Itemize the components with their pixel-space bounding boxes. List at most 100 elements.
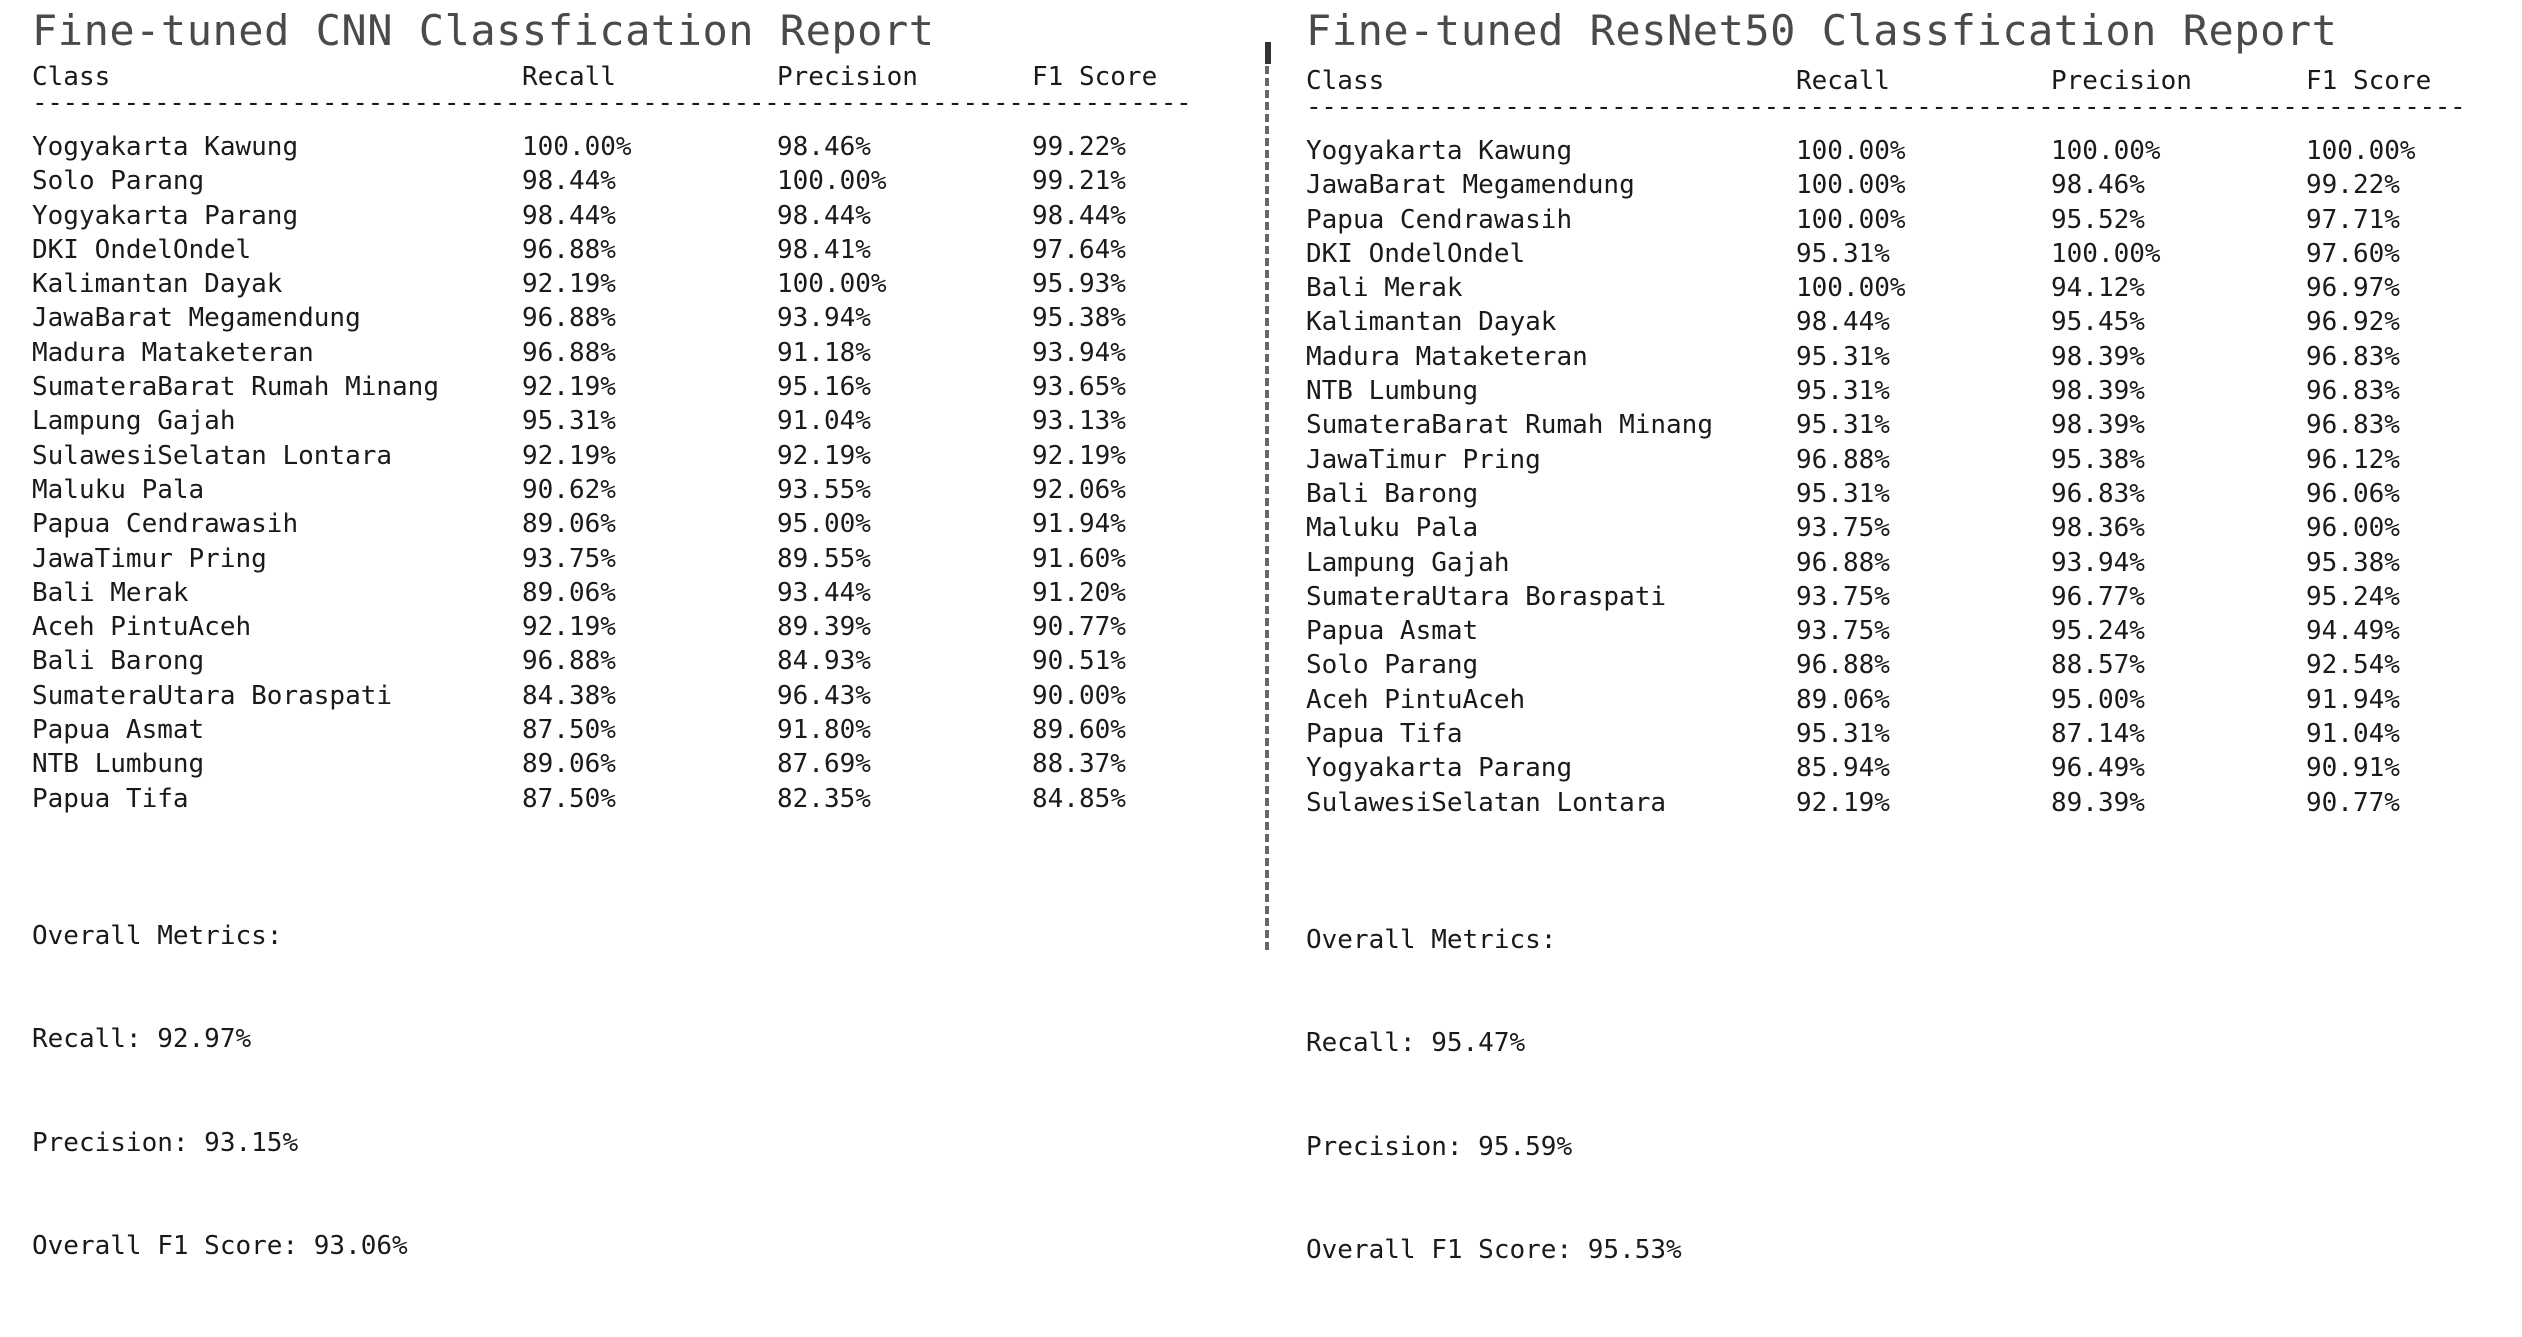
cell-precision: 91.04% (777, 406, 871, 437)
cell-recall: 95.31% (522, 406, 616, 437)
overall-f1: Overall F1 Score: 93.06% (32, 1231, 408, 1262)
table-row: Papua Asmat 87.50% 91.80% 89.60% (32, 713, 1272, 747)
cell-class: SulawesiSelatan Lontara (32, 440, 393, 471)
cell-recall: 95.31% (1796, 376, 1890, 407)
cell-precision: 98.41% (777, 234, 871, 265)
cell-recall: 90.62% (522, 474, 616, 505)
table-row: Papua Cendrawasih 100.00% 95.52% 97.71% (1306, 203, 2522, 237)
cell-class: Lampung Gajah (1306, 547, 1510, 578)
cell-precision: 82.35% (777, 783, 871, 814)
cell-class: Yogyakarta Parang (32, 200, 299, 231)
cell-recall: 85.94% (1796, 753, 1890, 784)
table-row: SumateraBarat Rumah Minang 92.19% 95.16% 93… (32, 370, 1272, 404)
cell-precision: 100.00% (777, 166, 887, 197)
table-row: JawaTimur Pring 93.75% 89.55% 91.60% (32, 542, 1272, 576)
cell-precision: 94.12% (2051, 273, 2145, 304)
cell-recall: 93.75% (1796, 616, 1890, 647)
cell-class: Yogyakarta Parang (1306, 753, 1573, 784)
table-row: JawaBarat Megamendung 100.00% 98.46% 99.22% (1306, 168, 2522, 202)
cell-recall: 98.44% (522, 200, 616, 231)
cell-class: JawaBarat Megamendung (1306, 170, 1635, 201)
cell-f1: 94.49% (2306, 616, 2400, 647)
table-header: Class Recall Precision F1 Score (1306, 64, 2522, 100)
cell-f1: 91.60% (1032, 543, 1126, 574)
cell-f1: 95.38% (1032, 303, 1126, 334)
cell-recall: 100.00% (1796, 273, 1906, 304)
cell-f1: 93.65% (1032, 372, 1126, 403)
cell-f1: 96.83% (2306, 410, 2400, 441)
cnn-report: Fine-tuned CNN Classfication Report Clas… (32, 0, 1272, 1333)
cell-f1: 91.04% (2306, 719, 2400, 750)
cell-precision: 88.57% (2051, 650, 2145, 681)
cell-precision: 98.39% (2051, 410, 2145, 441)
cell-precision: 92.19% (777, 440, 871, 471)
cell-recall: 96.88% (522, 303, 616, 334)
table-row: SulawesiSelatan Lontara 92.19% 92.19% 92.19… (32, 439, 1272, 473)
cell-precision: 95.00% (777, 509, 871, 540)
cell-f1: 89.60% (1032, 715, 1126, 746)
cell-recall: 96.88% (522, 234, 616, 265)
cell-f1: 91.20% (1032, 577, 1126, 608)
cell-recall: 96.88% (522, 337, 616, 368)
cell-class: Papua Tifa (1306, 719, 1463, 750)
cell-recall: 96.88% (1796, 547, 1890, 578)
cell-precision: 84.93% (777, 646, 871, 677)
cell-precision: 95.52% (2051, 204, 2145, 235)
cell-f1: 95.24% (2306, 581, 2400, 612)
cell-f1: 91.94% (2306, 684, 2400, 715)
cell-class: Papua Asmat (32, 715, 205, 746)
cell-f1: 96.83% (2306, 341, 2400, 372)
cell-precision: 89.55% (777, 543, 871, 574)
cell-precision: 87.14% (2051, 719, 2145, 750)
table-row: Papua Cendrawasih 89.06% 95.00% 91.94% (32, 507, 1272, 541)
cell-class: SumateraUtara Boraspati (1306, 581, 1667, 612)
cell-class: Kalimantan Dayak (1306, 307, 1557, 338)
table-row: Maluku Pala 90.62% 93.55% 92.06% (32, 473, 1272, 507)
header-class: Class (32, 62, 111, 92)
table-row: Papua Tifa 95.31% 87.14% 91.04% (1306, 717, 2522, 751)
cell-f1: 92.54% (2306, 650, 2400, 681)
cell-precision: 89.39% (2051, 787, 2145, 818)
cell-recall: 96.88% (522, 646, 616, 677)
cell-f1: 100.00% (2306, 136, 2416, 166)
cell-precision: 98.36% (2051, 513, 2145, 544)
cell-recall: 89.06% (522, 509, 616, 540)
cell-f1: 90.91% (2306, 753, 2400, 784)
cell-f1: 96.83% (2306, 376, 2400, 407)
cell-f1: 88.37% (1032, 749, 1126, 780)
cell-f1: 95.38% (2306, 547, 2400, 578)
cell-recall: 93.75% (1796, 581, 1890, 612)
table-row: Bali Merak 89.06% 93.44% 91.20% (32, 576, 1272, 610)
cell-class: Madura Mataketeran (1306, 341, 1588, 372)
cell-recall: 89.06% (1796, 684, 1890, 715)
header-precision: Precision (2051, 66, 2192, 96)
cell-f1: 95.93% (1032, 269, 1126, 300)
cell-f1: 99.21% (1032, 166, 1126, 197)
cell-recall: 92.19% (522, 372, 616, 403)
cell-precision: 91.18% (777, 337, 871, 368)
overall-metrics: Overall Metrics: Recall: 95.47% Precisio… (1306, 854, 2522, 1337)
table-row: Aceh PintuAceh 89.06% 95.00% 91.94% (1306, 683, 2522, 717)
header-f1: F1 Score (2306, 66, 2432, 96)
cell-precision: 98.46% (2051, 170, 2145, 201)
header-rule: ----------------------------------------… (32, 96, 1192, 118)
cell-precision: 98.46% (777, 132, 871, 162)
cell-f1: 90.77% (1032, 612, 1126, 643)
cell-f1: 99.22% (1032, 132, 1126, 162)
cell-precision: 91.80% (777, 715, 871, 746)
cell-recall: 87.50% (522, 783, 616, 814)
cell-recall: 95.31% (1796, 478, 1890, 509)
overall-precision: Precision: 93.15% (32, 1127, 299, 1158)
cell-f1: 91.94% (1032, 509, 1126, 540)
cell-recall: 93.75% (1796, 513, 1890, 544)
cell-precision: 95.45% (2051, 307, 2145, 338)
cell-recall: 95.31% (1796, 410, 1890, 441)
cell-precision: 98.44% (777, 200, 871, 231)
cell-f1: 97.60% (2306, 238, 2400, 269)
cell-class: Papua Cendrawasih (1306, 204, 1573, 235)
table-body: Yogyakarta Kawung 100.00% 100.00% 100.00% Ja… (1306, 134, 2522, 820)
cell-class: Madura Mataketeran (32, 337, 314, 368)
cell-recall: 87.50% (522, 715, 616, 746)
header-f1: F1 Score (1032, 62, 1158, 92)
cell-precision: 95.00% (2051, 684, 2145, 715)
